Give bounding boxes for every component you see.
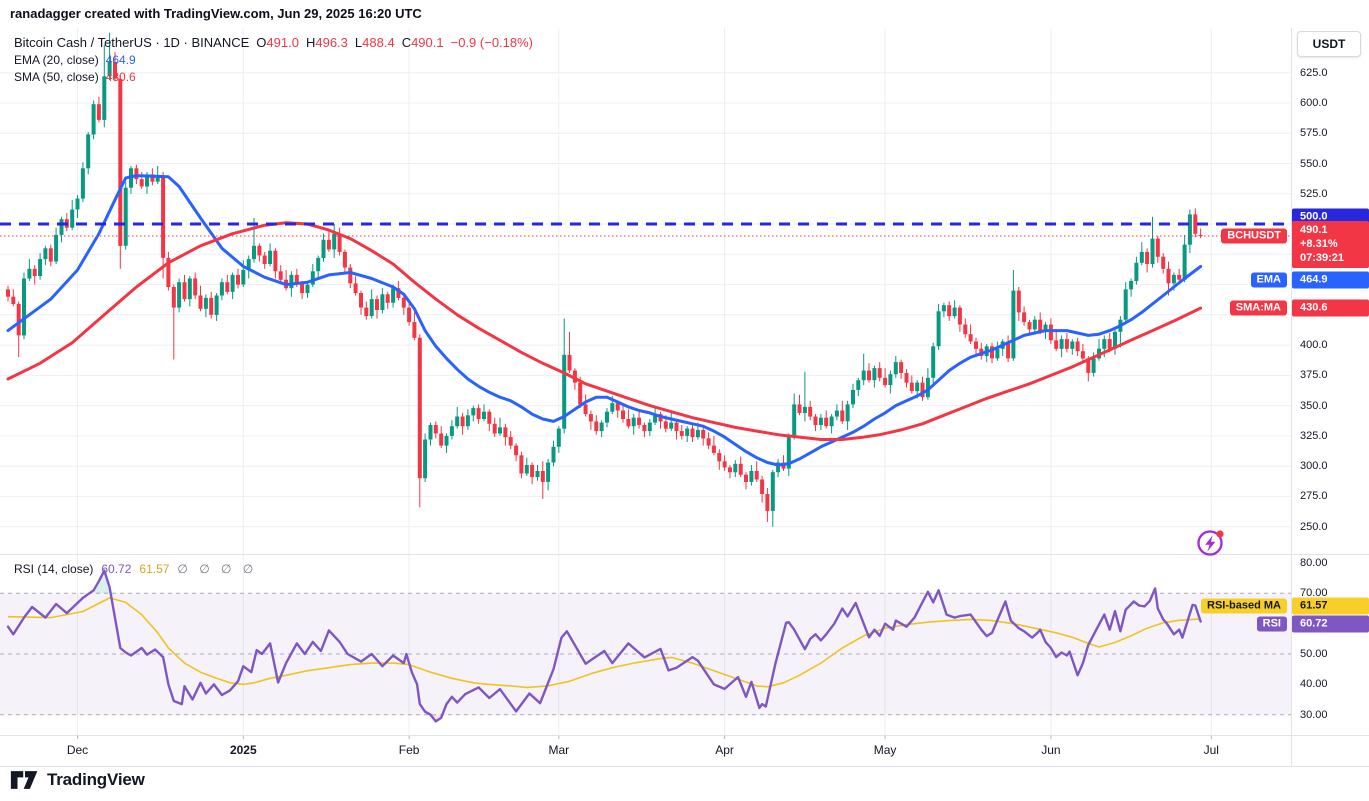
bar-countdown: 07:39:21 (1300, 252, 1345, 264)
rsi-indicator-label: RSI (14, close) (14, 562, 94, 576)
ema-indicator-label: EMA (20, close) (14, 53, 99, 67)
price-tick-label: 400.0 (1300, 339, 1328, 352)
price-tick-label: 525.0 (1300, 187, 1328, 200)
notification-dot-icon (1216, 530, 1224, 538)
symbol-price-tag: BCHUSDT (1221, 228, 1287, 244)
chart-legend: Bitcoin Cash / TetherUS · 1D · BINANCE O… (14, 35, 533, 87)
rsi-tick-label: 80.00 (1300, 557, 1328, 569)
change-value: −0.9 (−0.18%) (450, 35, 534, 50)
ema-line-tag: EMA (1250, 272, 1287, 288)
sma-legend-row[interactable]: SMA (50, close) 430.6 (14, 70, 533, 84)
ohlc-close: C490.1 (401, 35, 444, 50)
rsi-legend-row[interactable]: RSI (14, close) 60.72 61.57 ∅ ∅ ∅ ∅ (14, 562, 257, 576)
rsi-ma-line (7, 597, 1201, 689)
time-axis-label: Jun (1041, 743, 1061, 757)
ema-legend-row[interactable]: EMA (20, close) 464.9 (14, 53, 533, 67)
rsi-ma-indicator-value: 61.57 (139, 562, 170, 576)
price-tick-label: 300.0 (1300, 460, 1328, 473)
price-tick-label: 350.0 (1300, 399, 1328, 412)
sma50-line (6, 221, 1203, 441)
ohlc-open: O491.0 (256, 35, 299, 50)
rsi-band (0, 592, 1291, 716)
time-axis-label: Feb (398, 743, 420, 757)
price-tick-label: 550.0 (1300, 157, 1328, 170)
last-price-value: 490.1 (1300, 224, 1328, 236)
price-tick-label: 625.0 (1300, 66, 1328, 79)
ema-indicator-value: 464.9 (105, 53, 136, 67)
pane-borders (0, 28, 1369, 767)
time-axis-label: Dec (66, 743, 89, 757)
rsi-tick-label: 30.00 (1300, 708, 1328, 721)
price-tick-label: 250.0 (1300, 520, 1328, 533)
time-axis-label: Jul (1203, 743, 1219, 757)
rsi-hidden-values: ∅ ∅ ∅ ∅ (177, 562, 258, 576)
sma-line-tag: SMA:MA (1229, 300, 1287, 316)
price-tick-label: 575.0 (1300, 127, 1328, 140)
tradingview-logo[interactable]: TradingView (10, 770, 145, 790)
rsi-indicator-value: 60.72 (101, 562, 132, 576)
rsi-axis-label: 60.72 (1292, 615, 1369, 633)
tradingview-wordmark: TradingView (47, 770, 145, 789)
sma-indicator-label: SMA (50, close) (14, 70, 99, 84)
sma-axis-label: 430.6 (1292, 299, 1369, 317)
price-tick-label: 600.0 (1300, 97, 1328, 109)
ema20-line (6, 174, 1203, 467)
candlesticks (6, 32, 1203, 527)
rsi-tick-label: 50.00 (1300, 648, 1328, 660)
currency-selector-button[interactable]: USDT (1297, 31, 1361, 57)
symbol-legend-row[interactable]: Bitcoin Cash / TetherUS · 1D · BINANCE O… (14, 35, 533, 50)
rsi-line (6, 569, 1202, 723)
ohlc-high: H496.3 (305, 35, 348, 50)
sma-indicator-value: 430.6 (105, 70, 136, 84)
ohlc-low: L488.4 (354, 35, 395, 50)
price-tick-label: 375.0 (1300, 369, 1328, 382)
time-axis-label: May (873, 743, 897, 757)
lightning-idea-icon[interactable] (1195, 527, 1226, 558)
price-tick-label: 275.0 (1300, 490, 1328, 503)
rsi-ma-axis-label: 61.57 (1292, 597, 1369, 615)
time-axis-label: Apr (715, 743, 734, 757)
last-price-axis-label: 490.1 +8.31% 07:39:21 (1292, 221, 1369, 268)
price-tick-label: 325.0 (1300, 429, 1328, 442)
tradingview-mark-icon (10, 771, 38, 789)
time-axis-label: 2025 (229, 743, 257, 757)
rsi-tick-label: 40.00 (1300, 678, 1328, 691)
symbol-title: Bitcoin Cash / TetherUS · 1D · BINANCE (14, 35, 250, 50)
rsi-line-tag: RSI (1256, 616, 1287, 632)
rsi-ma-line-tag: RSI-based MA (1201, 598, 1287, 614)
ema-axis-label: 464.9 (1292, 271, 1369, 289)
last-price-change: +8.31% (1300, 238, 1338, 250)
time-axis-label: Mar (548, 743, 570, 757)
rsi-tick-label: 70.00 (1300, 587, 1328, 600)
attribution-text: ranadagger created with TradingView.com,… (10, 6, 422, 21)
